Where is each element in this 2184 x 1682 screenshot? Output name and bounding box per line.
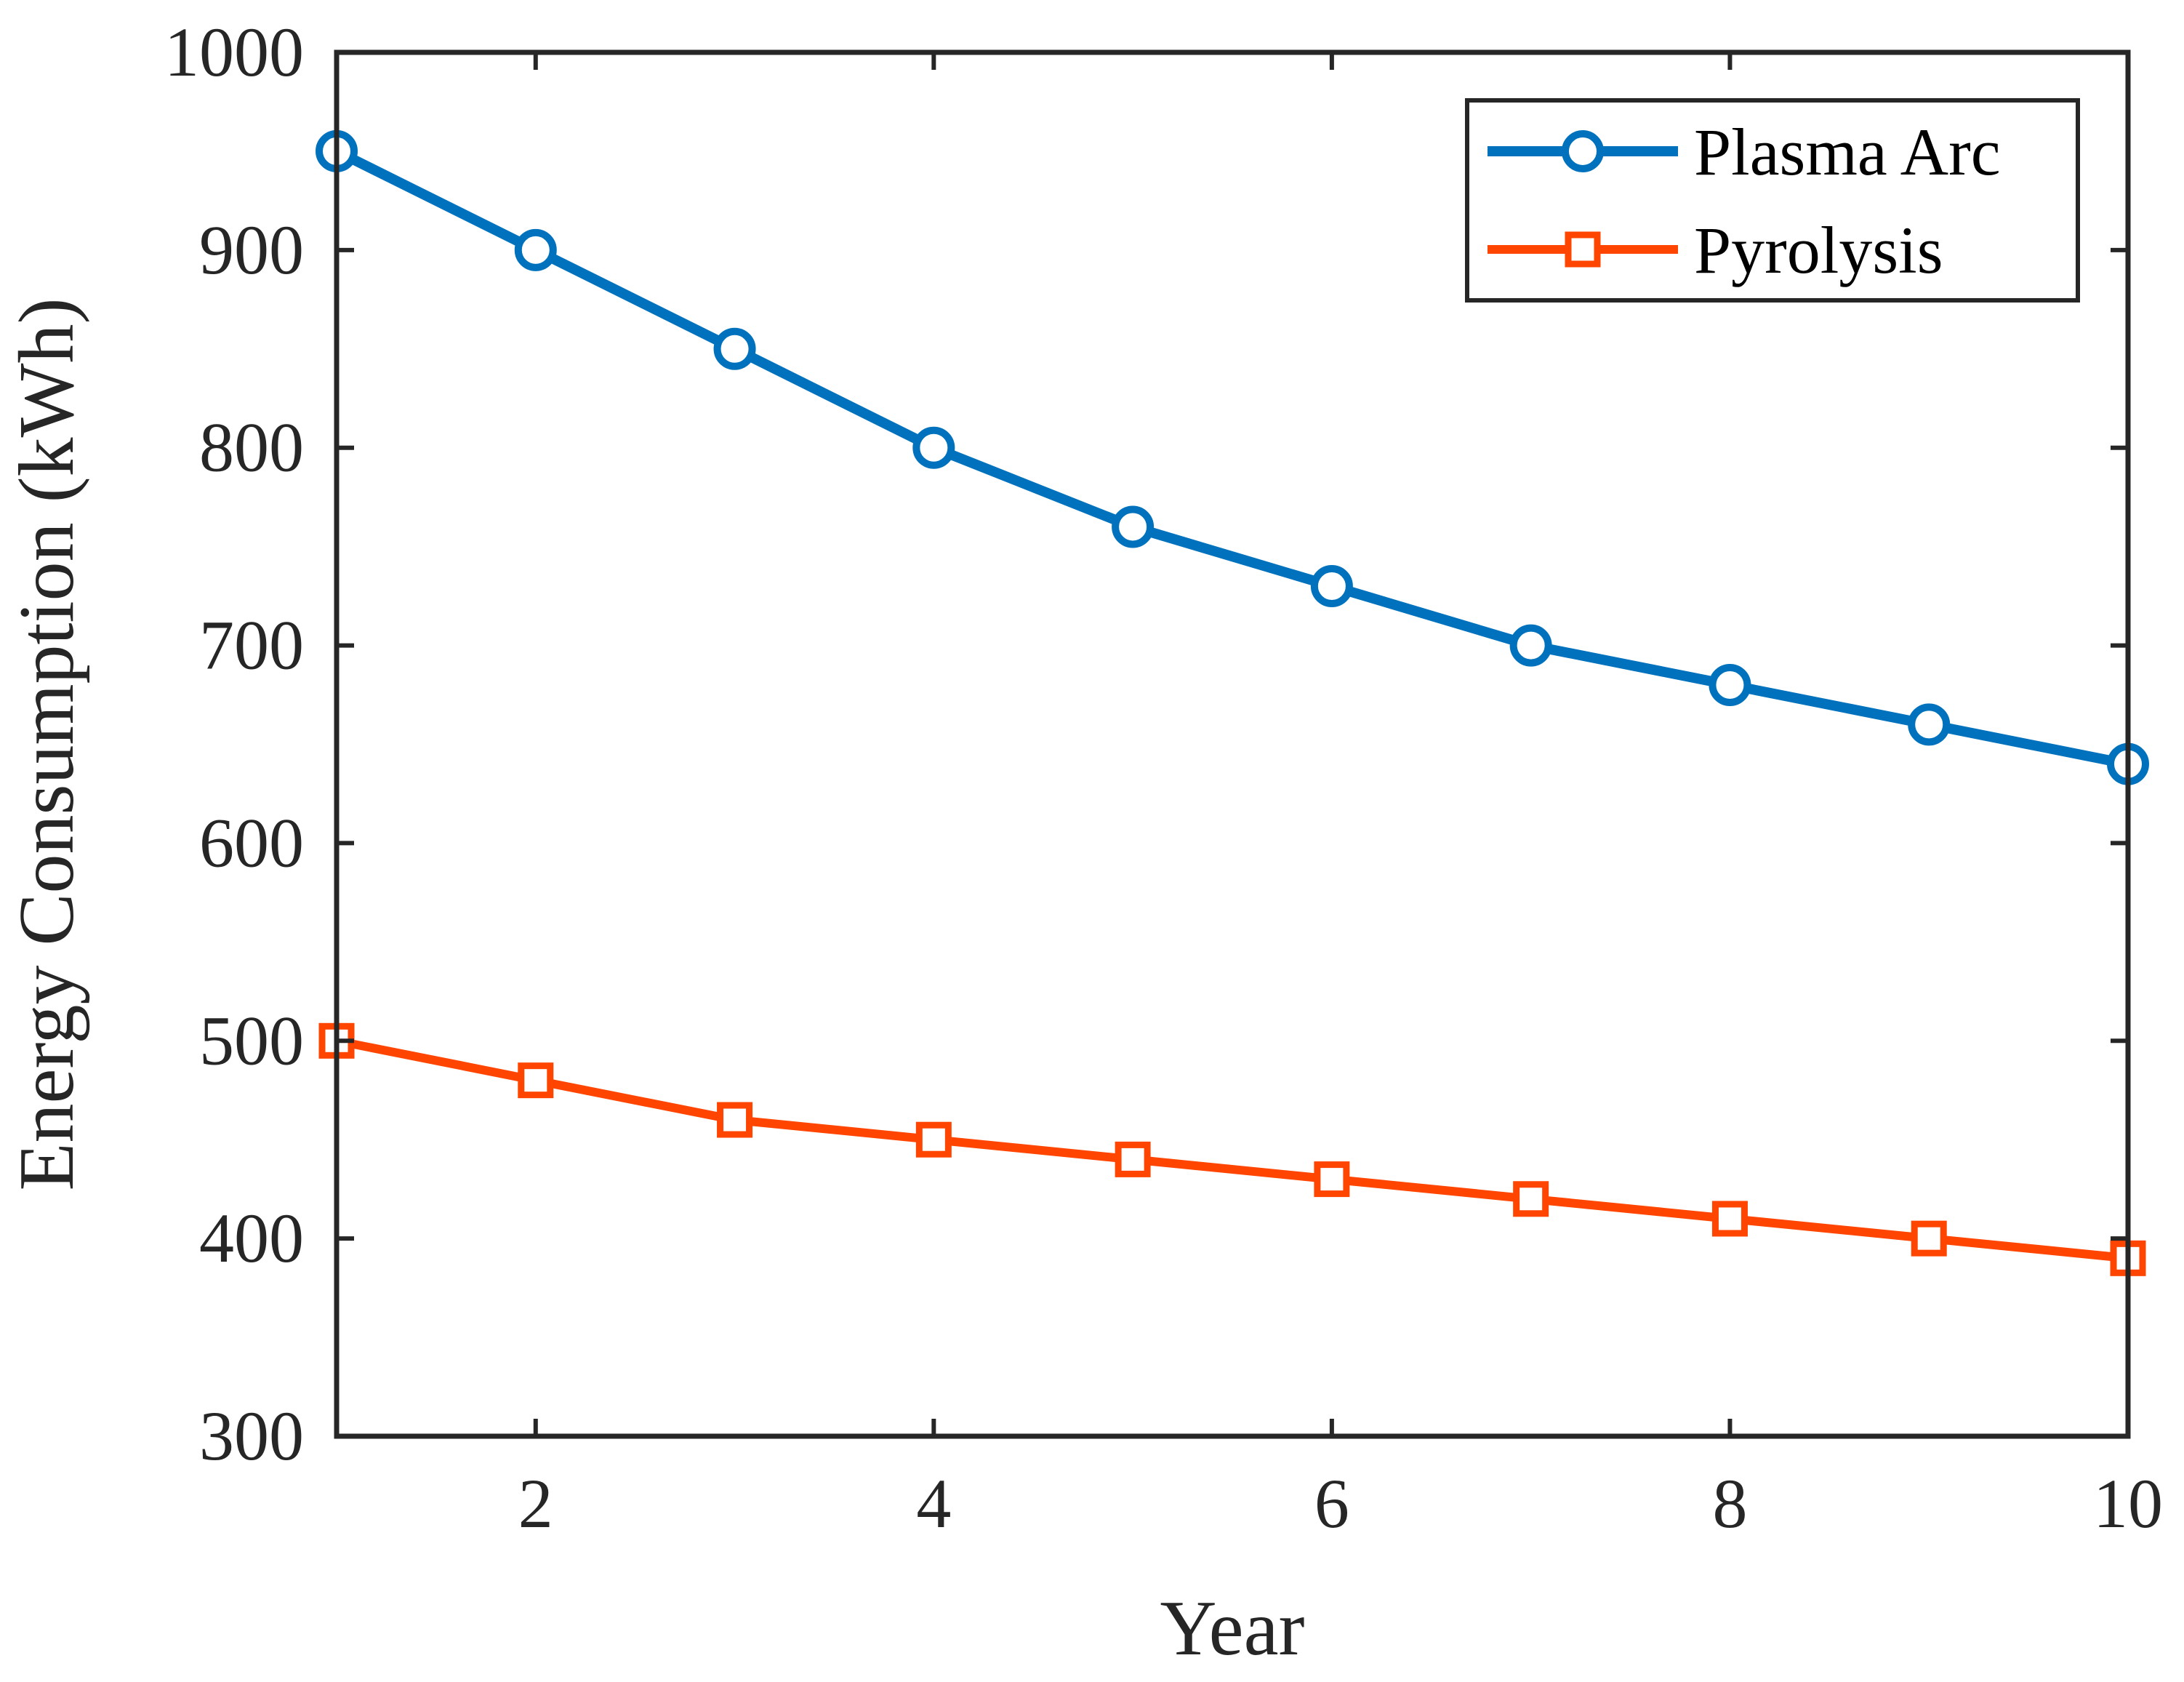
- y-tick-label: 1000: [164, 13, 304, 91]
- series-layer: [316, 129, 2149, 1276]
- pyrolysis-point: [1314, 1161, 1350, 1198]
- legend-pyrolysis-marker: [1565, 231, 1601, 268]
- pyrolysis-point: [717, 1102, 753, 1138]
- pyrolysis-point: [1115, 1141, 1151, 1177]
- y-tick-label: 900: [199, 211, 304, 289]
- plasma-arc-point: [1112, 505, 1155, 548]
- axes-layer: [334, 49, 2131, 1439]
- plasma-arc-point: [514, 228, 557, 271]
- y-tick-label: 300: [199, 1397, 304, 1475]
- pyrolysis-point: [1711, 1201, 1748, 1237]
- x-axis-title: Year: [1160, 1585, 1304, 1672]
- y-tick-label: 700: [199, 606, 304, 684]
- x-tick-label: 8: [1712, 1465, 1747, 1542]
- legend-plasma-arc-marker: [1562, 130, 1604, 172]
- x-tick-label: 10: [2093, 1465, 2163, 1542]
- y-tick-label: 800: [199, 409, 304, 486]
- x-tick-label: 4: [916, 1465, 951, 1542]
- plasma-arc-line: [334, 146, 2129, 769]
- legend-plasma-arc-label: Plasma Arc: [1694, 115, 2001, 189]
- pyrolysis-line: [335, 1036, 2129, 1263]
- y-tick-label: 400: [199, 1199, 304, 1277]
- legend-pyrolysis-label: Pyrolysis: [1694, 213, 1943, 287]
- x-tick-label: 6: [1314, 1465, 1349, 1542]
- tick-label-layer: 2 4 6 8 10 300 400 500 600 700 800 900 1000: [164, 13, 2163, 1542]
- plasma-arc-point: [1509, 624, 1552, 667]
- axes-frame: [334, 49, 2131, 1439]
- pyrolysis-point: [518, 1062, 554, 1099]
- pyrolysis-point: [1513, 1181, 1549, 1217]
- legend-items: Plasma Arc Pyrolysis: [1488, 115, 2001, 287]
- y-axis-title: Energy Consumption (kWh): [4, 298, 90, 1191]
- pyrolysis-point: [915, 1121, 952, 1158]
- plasma-arc-point: [1709, 663, 1751, 706]
- x-tick-label: 2: [518, 1465, 553, 1542]
- legend: Plasma Arc Pyrolysis: [1465, 98, 2080, 303]
- y-tick-label: 600: [199, 804, 304, 881]
- plasma-arc-point: [912, 426, 955, 469]
- plasma-arc-point: [713, 327, 756, 370]
- y-tick-label: 500: [199, 1001, 304, 1079]
- plasma-arc-point: [1908, 703, 1951, 746]
- plasma-arc-point: [1310, 565, 1353, 608]
- pyrolysis-point: [1911, 1220, 1947, 1257]
